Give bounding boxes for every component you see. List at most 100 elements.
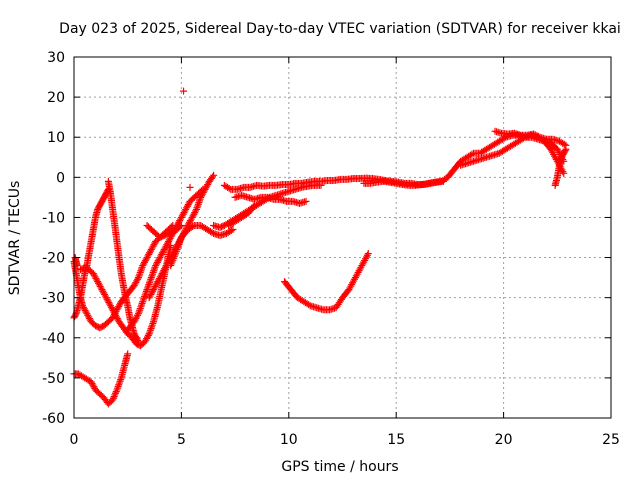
- data-point: [160, 266, 168, 274]
- x-axis-label: GPS time / hours: [281, 459, 398, 475]
- data-point: [145, 330, 153, 338]
- data-point: [135, 308, 143, 316]
- data-point: [115, 381, 123, 389]
- data-point: [89, 381, 97, 389]
- data-point: [155, 274, 163, 282]
- data-point: [103, 295, 111, 303]
- data-point: [152, 281, 160, 289]
- x-tick-label: 0: [70, 432, 79, 448]
- data-point: [142, 289, 150, 297]
- data-point: [96, 282, 104, 290]
- data-point: [134, 311, 142, 319]
- data-point: [143, 333, 151, 341]
- data-point: [158, 250, 166, 258]
- data-point: [151, 282, 159, 290]
- data-point: [169, 229, 177, 237]
- data-point: [147, 325, 155, 333]
- data-point: [150, 265, 158, 273]
- data-point: [149, 270, 157, 278]
- data-point: [173, 246, 181, 254]
- data-point: [99, 287, 107, 295]
- data-point: [157, 252, 165, 260]
- x-tick-label: 15: [387, 432, 405, 448]
- y-tick-label: -20: [42, 251, 65, 267]
- data-point: [182, 205, 190, 213]
- data-point: [130, 282, 138, 290]
- data-point: [153, 258, 161, 266]
- data-point: [116, 377, 124, 385]
- data-point: [203, 182, 211, 190]
- data-point: [153, 279, 161, 287]
- data-point: [305, 301, 313, 309]
- x-axis: 0 5 10 15 20 25: [70, 57, 620, 448]
- data-point: [94, 279, 102, 287]
- data-point: [191, 209, 199, 217]
- data-point: [162, 242, 170, 250]
- data-point: [171, 226, 179, 234]
- data-point: [227, 226, 235, 234]
- data-point: [149, 319, 157, 327]
- data-point: [147, 275, 155, 283]
- data-point: [148, 321, 156, 329]
- data-point: [134, 275, 142, 283]
- data-point: [147, 274, 155, 282]
- data-point: [158, 270, 166, 278]
- data-point: [192, 207, 200, 215]
- data-point: [178, 212, 186, 220]
- data-point: [142, 336, 150, 344]
- data-point: [163, 241, 171, 249]
- chart-title: Day 023 of 2025, Sidereal Day-to-day VTE…: [59, 21, 621, 37]
- data-point: [148, 272, 156, 280]
- data-point: [149, 286, 157, 294]
- data-point: [135, 272, 143, 280]
- data-point: [174, 244, 182, 252]
- data-point: [159, 268, 167, 276]
- data-point: [108, 305, 116, 313]
- data-point: [202, 184, 210, 192]
- data-point: [176, 239, 184, 247]
- y-axis-label: SDTVAR / TECUs: [7, 181, 23, 296]
- data-point: [161, 244, 169, 252]
- data-point: [141, 257, 149, 265]
- data-point: [150, 241, 158, 249]
- data-point: [186, 218, 194, 226]
- data-point: [106, 300, 114, 308]
- data-point: [148, 323, 156, 331]
- data-point: [136, 268, 144, 276]
- data-point: [140, 260, 148, 268]
- y-tick-label: -30: [42, 291, 65, 307]
- data-point: [183, 202, 191, 210]
- data-point: [165, 238, 173, 246]
- data-point: [150, 267, 158, 275]
- data-point: [111, 391, 119, 399]
- data-point: [210, 171, 218, 179]
- data-point: [90, 271, 98, 279]
- data-point: [561, 147, 569, 155]
- data-point: [201, 185, 209, 193]
- data-point: [100, 289, 108, 297]
- data-point: [114, 304, 122, 312]
- data-point: [200, 187, 208, 195]
- data-point: [140, 258, 148, 266]
- data-point: [179, 210, 187, 218]
- data-point: [141, 338, 149, 346]
- data-point: [159, 247, 167, 255]
- data-point: [168, 231, 176, 239]
- data-point: [109, 396, 117, 404]
- data-point: [144, 284, 152, 292]
- data-point: [177, 213, 185, 221]
- y-tick-label: 10: [47, 130, 65, 146]
- data-point: [219, 222, 227, 230]
- data-point: [184, 201, 192, 209]
- y-tick-label: 0: [56, 170, 65, 186]
- data-point: [181, 207, 189, 215]
- data-point: [109, 307, 117, 315]
- data-point: [144, 331, 152, 339]
- data-point: [194, 202, 202, 210]
- data-point: [150, 284, 158, 292]
- data-point: [185, 220, 193, 228]
- data-point: [189, 212, 197, 220]
- data-point: [194, 200, 202, 208]
- data-point: [73, 262, 81, 270]
- data-point: [144, 282, 152, 290]
